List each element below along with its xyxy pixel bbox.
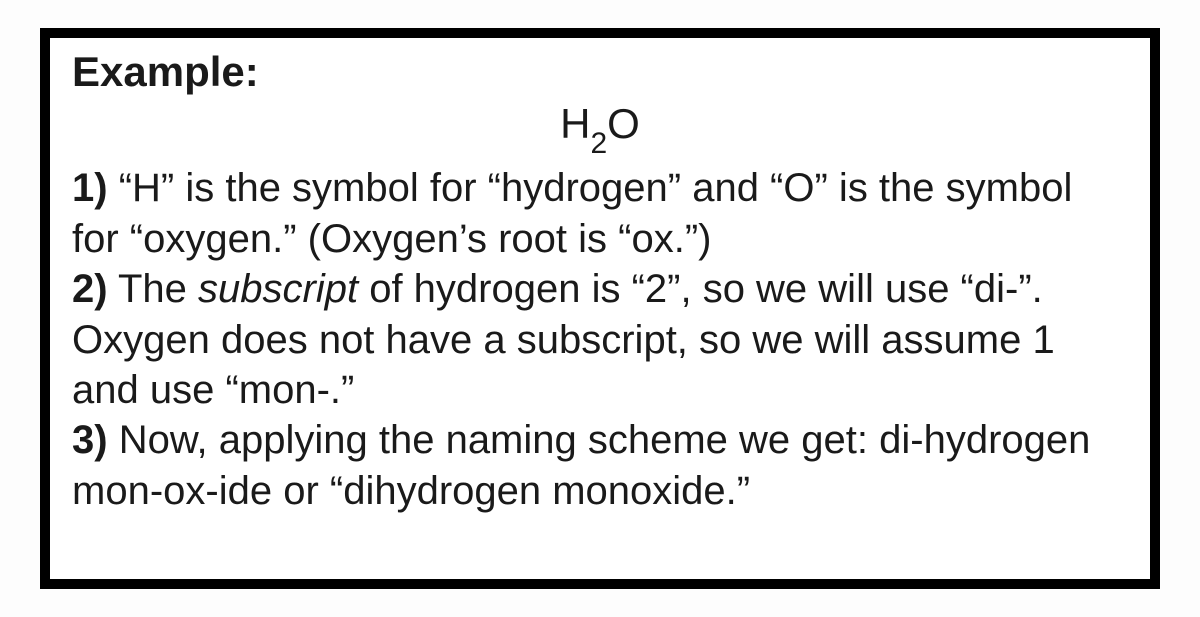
step-2-pre: The — [108, 267, 198, 311]
step-1-number: 1) — [72, 166, 108, 210]
step-1: 1) “H” is the symbol for “hydrogen” and … — [72, 163, 1128, 264]
formula-o: O — [607, 100, 640, 147]
step-3-number: 3) — [72, 418, 108, 462]
step-1-text: “H” is the symbol for “hydrogen” and “O”… — [72, 166, 1072, 260]
step-3-text: Now, applying the naming scheme we get: … — [72, 418, 1090, 512]
formula-subscript: 2 — [590, 127, 607, 160]
step-2-number: 2) — [72, 267, 108, 311]
page: Example: H2O 1) “H” is the symbol for “h… — [0, 0, 1200, 617]
example-box: Example: H2O 1) “H” is the symbol for “h… — [40, 28, 1160, 589]
example-heading: Example: — [72, 48, 1128, 96]
step-3: 3) Now, applying the naming scheme we ge… — [72, 415, 1128, 516]
body-text: 1) “H” is the symbol for “hydrogen” and … — [72, 163, 1128, 516]
formula: H2O — [72, 100, 1128, 155]
formula-h: H — [560, 100, 590, 147]
step-2-italic: subscript — [198, 267, 358, 311]
step-2: 2) The subscript of hydrogen is “2”, so … — [72, 264, 1128, 415]
